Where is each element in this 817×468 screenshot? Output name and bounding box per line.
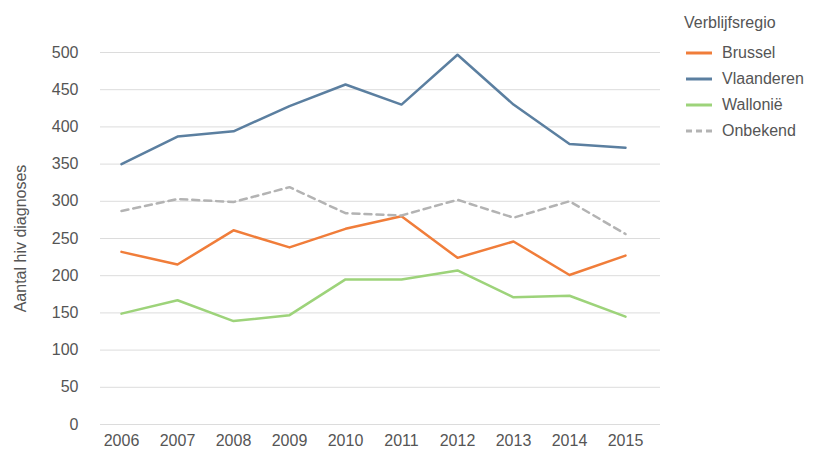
svg-text:2006: 2006: [104, 432, 140, 449]
html-text:Verblijfsregio: Verblijfsregio: [684, 14, 776, 31]
html-text:Brussel: Brussel: [722, 44, 776, 61]
svg-text:2008: 2008: [216, 432, 252, 449]
svg-text:400: 400: [52, 118, 79, 135]
svg-text:50: 50: [61, 378, 79, 395]
html-text:Wallonië: Wallonië: [722, 96, 783, 113]
svg-text:2013: 2013: [496, 432, 532, 449]
svg-text:500: 500: [52, 44, 79, 61]
svg-text:2014: 2014: [552, 432, 588, 449]
svg-text:200: 200: [52, 267, 79, 284]
svg-text:Aantal hiv diagnoses: Aantal hiv diagnoses: [12, 165, 29, 313]
svg-text:2011: 2011: [384, 432, 419, 449]
svg-text:2009: 2009: [272, 432, 308, 449]
svg-text:0: 0: [70, 416, 79, 433]
svg-text:2012: 2012: [440, 432, 476, 449]
svg-text:450: 450: [52, 81, 79, 98]
svg-text:2010: 2010: [328, 432, 364, 449]
svg-text:2015: 2015: [608, 432, 644, 449]
html-text:Vlaanderen: Vlaanderen: [722, 70, 804, 87]
svg-text:350: 350: [52, 155, 79, 172]
svg-text:150: 150: [52, 304, 79, 321]
svg-text:100: 100: [52, 341, 79, 358]
svg-text:250: 250: [52, 230, 79, 247]
svg-text:300: 300: [52, 192, 79, 209]
html-text:Onbekend: Onbekend: [722, 122, 796, 139]
svg-text:2007: 2007: [160, 432, 196, 449]
